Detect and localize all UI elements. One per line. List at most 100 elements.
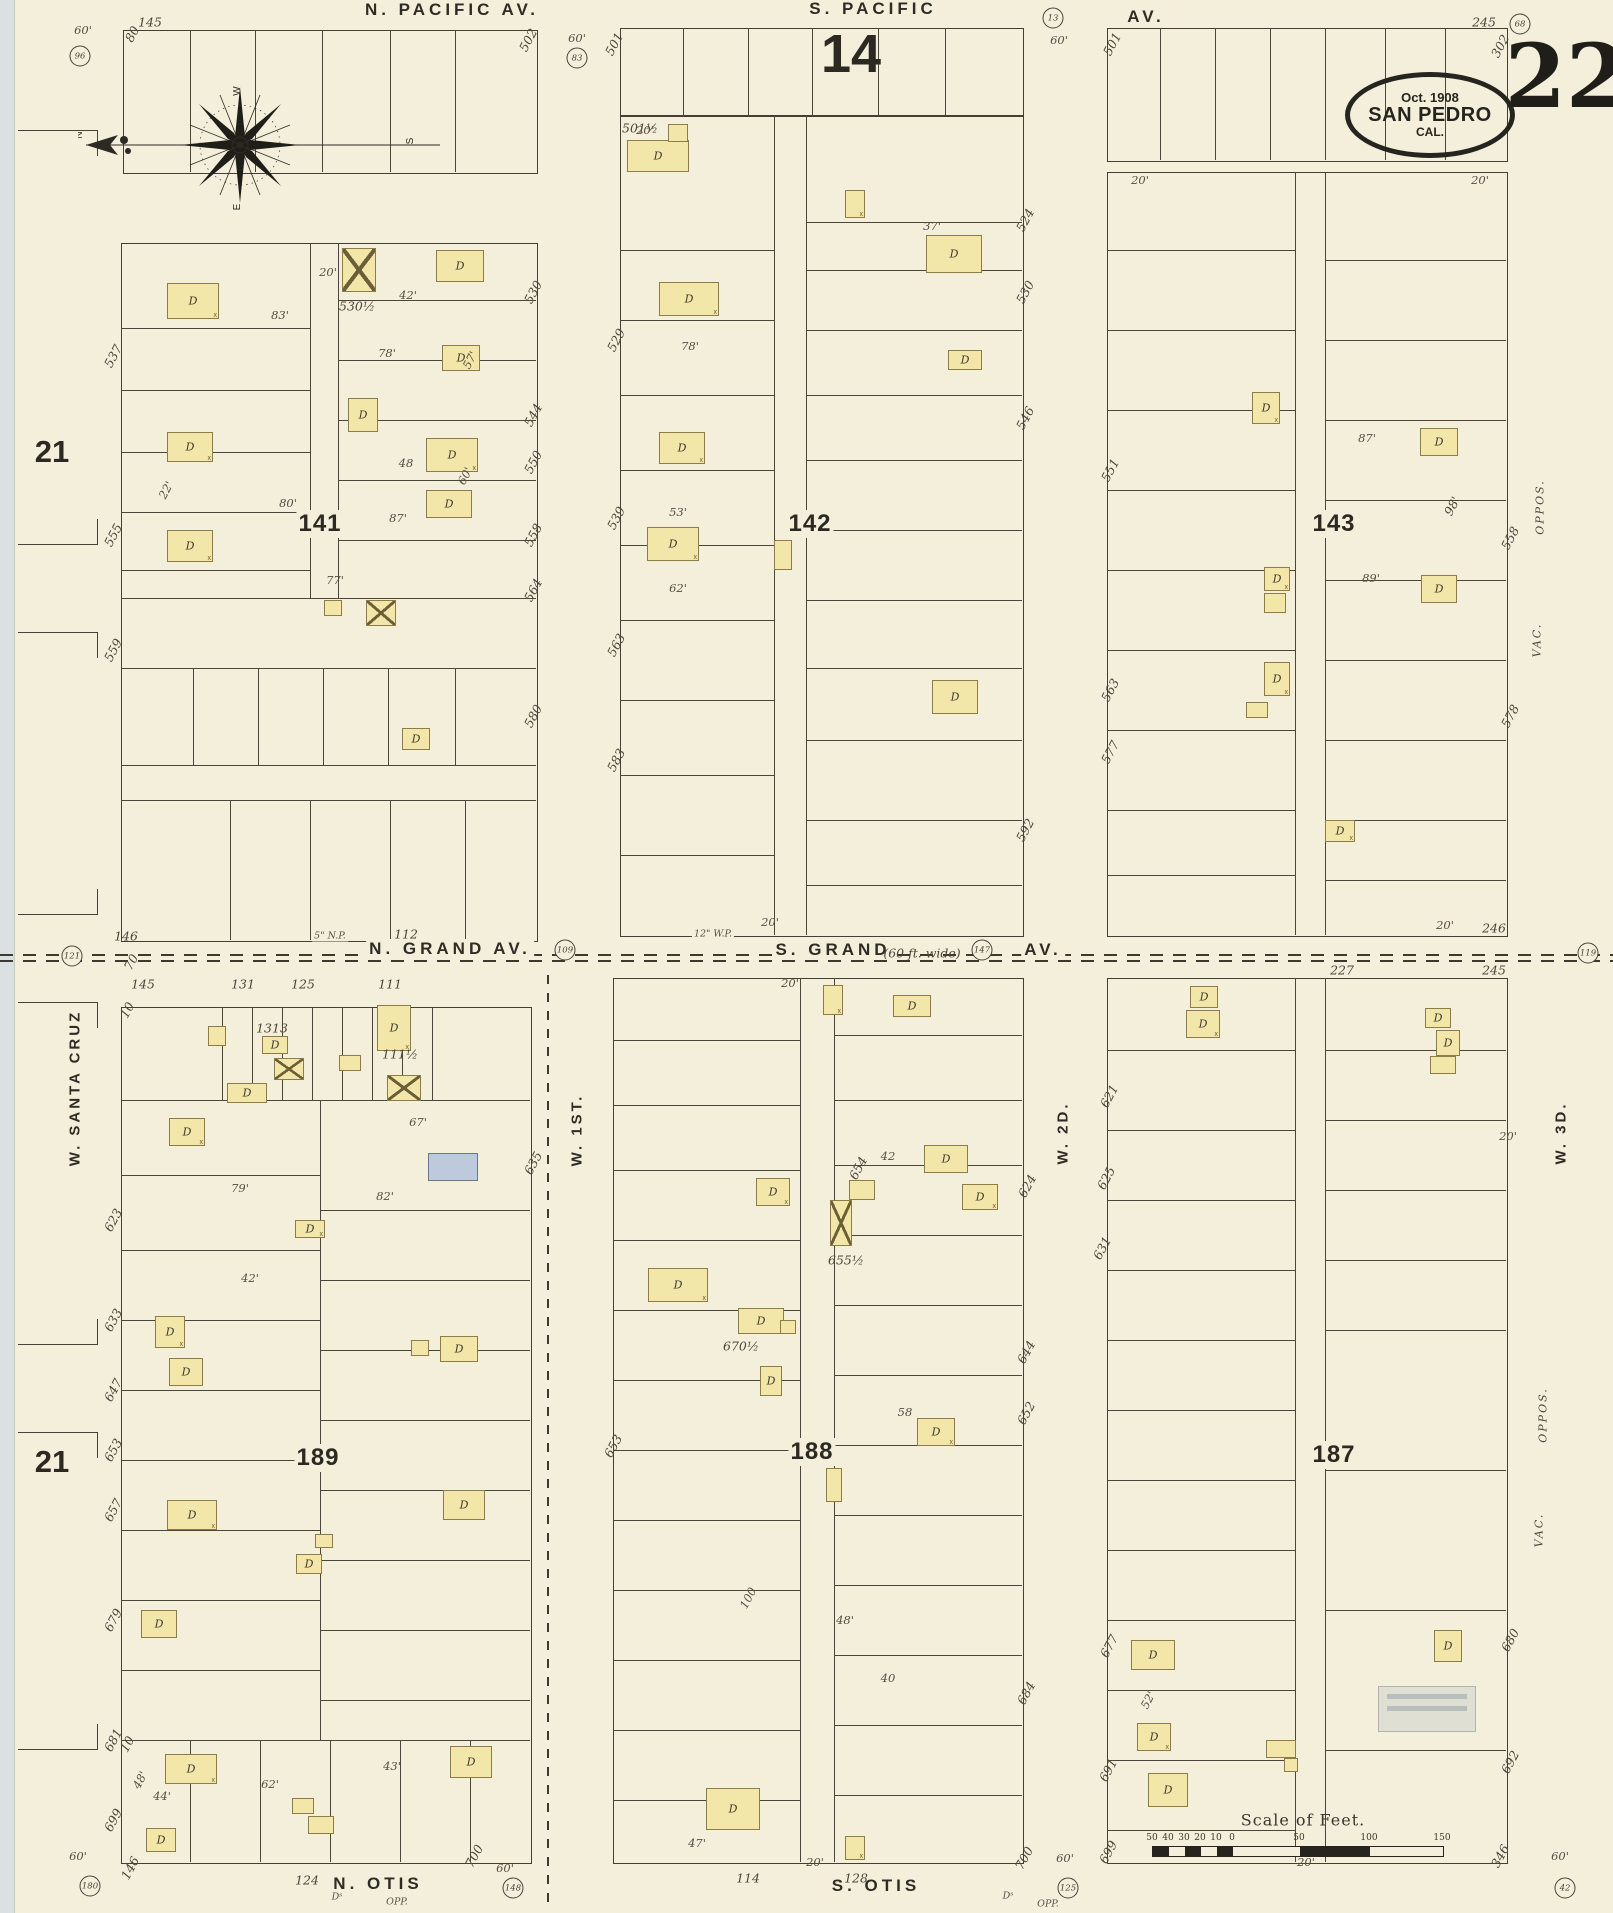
building-footprint [274,1058,304,1080]
lot-line [388,668,390,765]
lot-line [834,1235,1022,1237]
lot-line [455,668,457,765]
measurement-label: 42' [399,288,417,302]
building-footprint [1430,1056,1456,1074]
annotation-number: 530½ [339,298,375,314]
lot-line [320,1420,530,1422]
building-footprint: D [1434,1630,1462,1662]
lot-line [1325,420,1506,422]
lot-line [834,1585,1022,1587]
scale-bar-number: 10 [1210,1833,1222,1843]
annotation-number: 655½ [828,1252,864,1268]
lot-line [432,1007,434,1100]
dwelling-label: D [358,408,368,422]
measurement-label: 60' [568,31,586,45]
annotation-number: 112 [394,926,418,942]
lot-line [1325,28,1327,160]
lot-line [834,1035,1022,1037]
annotation-number: 501½ [622,120,658,136]
dwelling-label: D [677,441,687,455]
dwelling-label: D [455,259,465,273]
lot-line [613,1730,800,1732]
building-footprint: D [1148,1773,1188,1807]
lot-line [320,1630,530,1632]
measurement-label: 20' [1471,173,1489,187]
measurement-label: 48 [398,456,414,470]
annotation-number: 245 [1472,14,1496,30]
dwelling-label: D [165,1325,175,1339]
dwelling-label: D [466,1755,476,1769]
stamp-state: CAL. [1416,125,1444,140]
dwelling-label: D [941,1152,951,1166]
annotation-number: 1313 [256,1020,288,1036]
corner-mark: x [1274,417,1279,424]
dwelling-label: D [1434,582,1444,596]
lot-line [1325,580,1506,582]
dwelling-label: D [305,1222,315,1236]
lot-line [806,668,1022,670]
corner-mark: x [1165,1744,1170,1751]
lot-line [1107,1480,1295,1482]
lot-line [1107,1410,1295,1412]
lot-line [190,1740,192,1862]
dwelling-label: D [1198,1017,1208,1031]
dwelling-label: D [684,292,694,306]
corner-mark: x [179,1341,184,1348]
building-footprint: D [440,1336,478,1362]
annotation-number: 145 [131,976,155,992]
block-number-21: 21 [34,434,70,469]
measurement-label: 89' [1362,571,1380,585]
lot-line [230,800,232,940]
utility-note: 12" W.P. [691,928,735,940]
corner-mark: x [699,457,704,464]
city-block-outline [620,28,1024,117]
lot-line [1107,1760,1295,1762]
lot-line [613,1450,800,1452]
measurement-label: 60' [496,1861,514,1875]
annotation-number: 128 [844,1870,868,1886]
annotation-number: 246 [1482,920,1506,936]
lot-line [338,360,536,362]
building-footprint: D [442,345,480,371]
measurement-label: 42' [241,1271,259,1285]
annotation-number: 124 [295,1872,319,1888]
building-footprint: D [169,1358,203,1386]
lot-line [834,1305,1022,1307]
dwelling-label: D [444,497,454,511]
street-label: N. OTIS [330,1874,426,1894]
lot-line [834,1725,1022,1727]
dwelling-label: D [975,1190,985,1204]
lot-line [320,1490,530,1492]
lot-line [748,28,750,115]
scale-bar-segment [1370,1847,1443,1856]
utility-note: Dˢ [1000,1890,1016,1902]
measurement-label: 43' [383,1759,401,1773]
lot-line [806,460,1022,462]
dwelling-label: D [185,539,195,553]
dwelling-label: D [1443,1036,1453,1050]
lot-line [338,420,536,422]
street-label-vertical: W. SANTA CRUZ [66,1009,84,1167]
building-footprint: D [348,398,378,432]
lot-line [222,1007,224,1100]
scale-bar-number: 20 [1194,1833,1206,1843]
corner-mark: x [1214,1031,1219,1038]
building-footprint [1264,593,1286,613]
lot-line [620,775,774,777]
measurement-label: 37' [923,219,941,233]
lot-line [834,1100,1022,1102]
annotation-number: 111 [378,976,402,992]
lot-line [121,1740,530,1742]
compass-letter-w: W [232,86,243,96]
lot-line [193,668,195,765]
corner-mark: x [405,1044,410,1051]
lot-line [620,250,774,252]
building-footprint: x [823,985,843,1015]
scale-bar-segment [1169,1847,1185,1856]
measurement-label: 77' [326,573,344,587]
compass-rose-icon: W E N S [74,83,448,218]
